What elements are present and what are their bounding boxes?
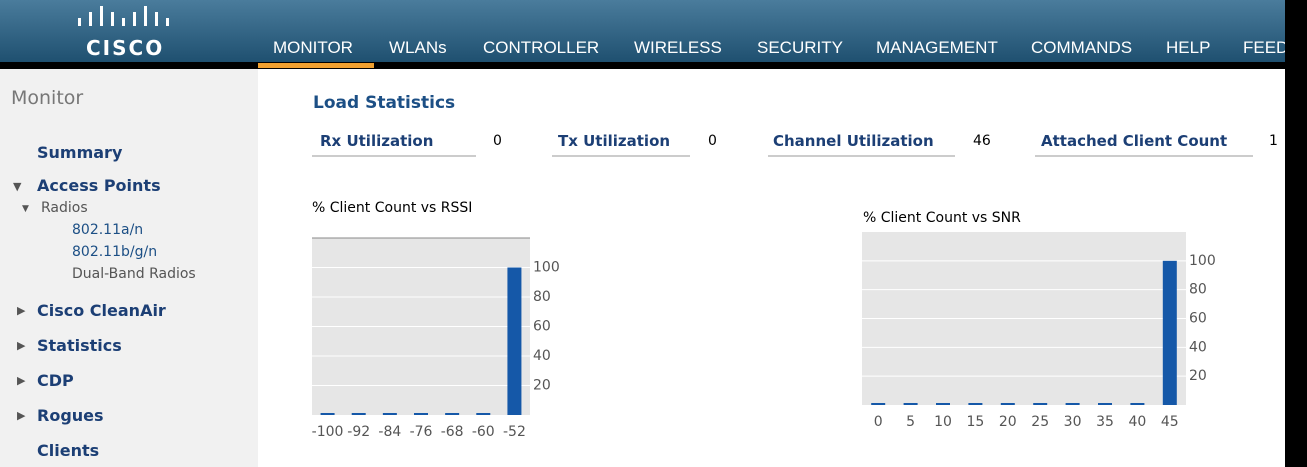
- collapse-icon: ▶: [17, 339, 26, 352]
- sidebar-link[interactable]: Radios: [41, 200, 88, 216]
- window-edge: [1285, 0, 1307, 467]
- header-bar: [0, 0, 1307, 62]
- y-tick-label: 20: [1189, 368, 1207, 384]
- field-label: Attached Client Count: [1041, 132, 1228, 150]
- x-tick-label: 15: [966, 414, 984, 430]
- bar: [351, 413, 366, 415]
- active-tab-indicator: [258, 63, 374, 68]
- nav-item[interactable]: WIRELESS: [634, 38, 722, 57]
- bar: [507, 267, 522, 415]
- field-underline: [1035, 155, 1253, 157]
- sidebar-link[interactable]: Statistics: [37, 336, 122, 355]
- sidebar-title: Monitor: [11, 87, 84, 109]
- y-tick-label: 20: [533, 378, 551, 394]
- x-tick-label: 25: [1031, 414, 1049, 430]
- x-tick-label: -76: [410, 424, 433, 440]
- bar: [903, 403, 918, 405]
- nav-item[interactable]: MONITOR: [273, 38, 353, 57]
- bar: [1162, 260, 1177, 405]
- nav-item[interactable]: HELP: [1166, 38, 1211, 57]
- nav-item[interactable]: SECURITY: [757, 38, 843, 57]
- sidebar-link[interactable]: Access Points: [37, 176, 161, 195]
- sidebar: [0, 69, 258, 467]
- bar: [382, 413, 397, 415]
- x-tick-label: -60: [472, 424, 495, 440]
- bar: [414, 413, 428, 415]
- x-tick-label: -92: [347, 424, 370, 440]
- expand-icon: ▼: [22, 204, 29, 214]
- bar: [1033, 403, 1048, 405]
- y-tick-label: 100: [1189, 253, 1216, 269]
- bar: [476, 413, 491, 415]
- field-value: 0: [493, 133, 502, 149]
- x-tick-label: -68: [441, 424, 464, 440]
- field-label: Tx Utilization: [558, 132, 671, 150]
- header-border: [0, 62, 1307, 69]
- chart-title: % Client Count vs SNR: [863, 210, 1021, 226]
- sidebar-link[interactable]: Rogues: [37, 406, 104, 425]
- field-value: 1: [1269, 133, 1278, 149]
- bar: [1130, 403, 1145, 405]
- y-tick-label: 40: [533, 348, 551, 364]
- sidebar-link[interactable]: Dual-Band Radios: [72, 266, 196, 282]
- x-tick-label: -84: [378, 424, 401, 440]
- bar: [936, 403, 950, 405]
- section-title: Load Statistics: [313, 93, 456, 113]
- y-tick-label: 100: [533, 260, 560, 276]
- y-tick-label: 80: [533, 289, 551, 305]
- y-tick-label: 60: [1189, 311, 1207, 327]
- chart-title: % Client Count vs RSSI: [312, 200, 473, 216]
- nav-item[interactable]: FEED: [1243, 38, 1289, 57]
- bar: [445, 413, 460, 415]
- x-tick-label: 0: [874, 414, 883, 430]
- x-tick-label: 20: [999, 414, 1017, 430]
- field-value: 46: [973, 133, 991, 149]
- sidebar-link[interactable]: 802.11a/n: [72, 222, 144, 238]
- sidebar-link[interactable]: 802.11b/g/n: [72, 244, 158, 260]
- field-value: 0: [708, 133, 717, 149]
- bar: [871, 403, 886, 405]
- nav-item[interactable]: CONTROLLER: [483, 38, 600, 57]
- x-tick-label: 30: [1064, 414, 1082, 430]
- field-underline: [768, 155, 955, 157]
- collapse-icon: ▶: [17, 304, 26, 317]
- y-tick-label: 40: [1189, 339, 1207, 355]
- collapse-icon: ▶: [17, 374, 26, 387]
- y-tick-label: 60: [533, 319, 551, 335]
- nav-item[interactable]: MANAGEMENT: [876, 38, 998, 57]
- bar: [968, 403, 983, 405]
- x-tick-label: 40: [1128, 414, 1146, 430]
- sidebar-link[interactable]: Summary: [37, 143, 123, 162]
- logo-bars: [78, 6, 169, 26]
- x-tick-label: 10: [934, 414, 952, 430]
- field-underline: [552, 155, 690, 157]
- nav-item[interactable]: WLANs: [389, 38, 447, 57]
- sidebar-link[interactable]: Cisco CleanAir: [37, 301, 166, 320]
- x-tick-label: 5: [906, 414, 915, 430]
- sidebar-link[interactable]: Clients: [37, 441, 100, 460]
- bar: [1065, 403, 1080, 405]
- bar: [320, 413, 335, 415]
- bar: [1000, 403, 1015, 405]
- x-tick-label: 45: [1161, 414, 1179, 430]
- field-label: Channel Utilization: [773, 132, 934, 150]
- sidebar-link[interactable]: CDP: [37, 371, 74, 390]
- expand-icon: ▼: [13, 180, 22, 193]
- y-tick-label: 80: [1189, 282, 1207, 298]
- field-label: Rx Utilization: [320, 132, 434, 150]
- nav-item[interactable]: COMMANDS: [1031, 38, 1133, 57]
- logo-text: CISCO: [86, 36, 165, 60]
- x-tick-label: -100: [312, 424, 344, 440]
- collapse-icon: ▶: [17, 409, 26, 422]
- x-tick-label: -52: [503, 424, 526, 440]
- x-tick-label: 35: [1096, 414, 1114, 430]
- bar: [1098, 403, 1112, 405]
- field-underline: [312, 155, 476, 157]
